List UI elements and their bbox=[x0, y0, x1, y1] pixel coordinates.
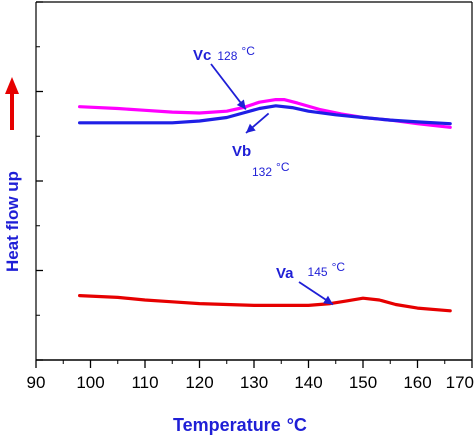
x-tick-label: 140 bbox=[294, 373, 322, 392]
annotation-layer: Vc 128 °C Vb132 °C Va 145 °C bbox=[193, 44, 345, 306]
annotation-vc-temp: 128 bbox=[217, 49, 237, 63]
annotation-vc-unit: °C bbox=[241, 44, 255, 58]
annotation-vb-temp: 132 bbox=[252, 165, 272, 179]
series-layer bbox=[77, 97, 452, 313]
x-tick-label: 130 bbox=[240, 373, 268, 392]
x-tick-label: 100 bbox=[76, 373, 104, 392]
va-arrow-head-icon bbox=[323, 295, 333, 305]
y-axis-title: Heat flow up bbox=[3, 77, 22, 272]
annotation-vb-label: Vb bbox=[232, 143, 251, 160]
annotation-vb-unit: °C bbox=[276, 160, 290, 174]
x-axis-label: Temperature bbox=[173, 415, 281, 435]
x-tick-label: 170 bbox=[446, 373, 474, 392]
x-axis-title: Temperature °C bbox=[173, 415, 307, 435]
annotation-vb: Vb132 °C bbox=[232, 143, 290, 179]
annotation-vc: Vc 128 °C bbox=[193, 44, 255, 64]
vb-arrow-head-icon bbox=[246, 123, 256, 133]
y-axis bbox=[36, 1, 43, 361]
x-tick-label: 120 bbox=[185, 373, 213, 392]
y-axis-label: Heat flow up bbox=[3, 171, 22, 272]
x-tick-label: 160 bbox=[403, 373, 431, 392]
up-arrow-icon bbox=[5, 77, 19, 94]
series-line-vb bbox=[77, 104, 452, 126]
annotation-va-temp: 145 bbox=[308, 265, 328, 279]
vc-arrow-shaft bbox=[210, 63, 247, 110]
x-axis-unit: °C bbox=[287, 415, 307, 435]
x-tick-label: 110 bbox=[131, 373, 158, 392]
series-line-va bbox=[77, 294, 452, 313]
annotation-va: Va 145 °C bbox=[276, 260, 345, 282]
annotation-va-unit: °C bbox=[332, 260, 346, 274]
x-tick-label: 90 bbox=[27, 373, 46, 392]
annotation-va-label: Va bbox=[276, 265, 294, 282]
annotation-vc-label: Vc bbox=[193, 47, 211, 64]
x-tick-label: 150 bbox=[349, 373, 377, 392]
x-axis: 90 100 110 120 130 140 150 160 170 bbox=[27, 359, 474, 392]
vc-arrow-head-icon bbox=[236, 99, 246, 110]
